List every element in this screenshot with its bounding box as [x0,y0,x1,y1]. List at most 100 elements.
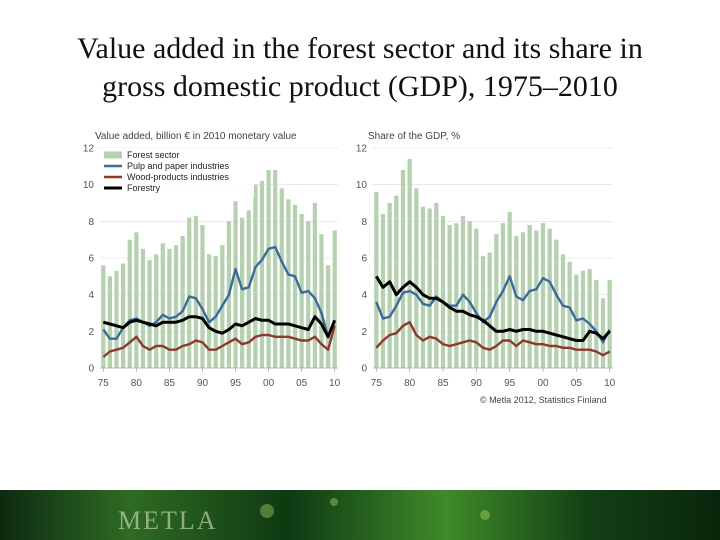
gdp-x-tick-label: 80 [404,378,416,389]
legend-label: Forestry [127,183,161,193]
value-added-chart: Value added, billion € in 2010 monetary … [83,131,341,389]
gdp-y-tick-label: 4 [361,290,367,301]
va-bar [167,248,172,368]
gdp-bar [540,223,546,368]
title-line-2: gross domestic product (GDP), 1975–2010 [102,70,618,103]
gdp-bar [554,239,559,368]
legend-label: Forest sector [127,150,180,160]
va-bar [292,204,298,368]
va-bar [154,254,159,368]
gdp-bar [374,192,379,368]
gdp-y-tick-label: 8 [361,217,367,228]
gdp-bar [514,236,519,368]
va-bar [114,270,119,368]
va-bar [127,239,132,368]
gdp-bar [427,208,432,368]
footer-banner: METLA [0,490,720,540]
gdp-bar [447,225,452,368]
gdp-y-axis-title: Share of the GDP, % [368,131,460,142]
va-y-tick-label: 2 [88,327,94,338]
va-bar [240,217,245,368]
gdp-bar [454,223,459,368]
gdp-x-tick-label: 10 [604,378,616,389]
gdp-bar [487,252,492,368]
gdp-share-chart: Share of the GDP, % 0 2 4 6 8 10 12 75 80 85 90 95 00… [356,131,616,389]
va-bar [101,265,106,368]
legend-swatch-forest-sector [104,151,122,159]
va-bar [312,203,317,368]
va-x-tick-label: 10 [329,378,341,389]
gdp-y-tick-label: 2 [361,327,367,338]
va-bar [200,225,205,368]
va-legend-bg [102,148,254,198]
va-x-tick-label: 80 [131,378,143,389]
gdp-bar [380,214,386,368]
gdp-line-pulp-paper [375,275,611,344]
legend-label: Wood-products industries [127,172,229,182]
va-bar [246,210,251,368]
gdp-x-tick-label: 95 [504,378,516,389]
title-line-1: Value added in the forest sector and its… [77,32,643,65]
gdp-bar [460,215,466,368]
gdp-bar [607,280,612,368]
gdp-x-tick-label: 90 [471,378,483,389]
gdp-bar [440,215,446,368]
gdp-line-wood-products [375,320,611,357]
va-bar [325,265,331,368]
va-y-tick-label: 0 [88,364,94,375]
gdp-bar [500,223,506,368]
va-bar [306,221,311,368]
va-y-axis-title: Value added, billion € in 2010 monetary … [95,131,297,142]
va-x-tick-label: 85 [164,378,176,389]
va-y-tick-label: 12 [83,144,95,155]
va-bar [206,254,212,368]
va-bar [140,248,146,368]
gdp-bar [434,203,439,368]
gdp-bar [560,254,566,368]
va-bar [319,234,324,368]
va-bar [160,243,165,368]
footer-glow [480,510,490,520]
footer-glow [330,498,338,506]
gdp-y-tick-label: 12 [356,144,368,155]
va-x-tick-label: 05 [296,378,308,389]
gdp-bar [474,228,479,368]
gdp-bar [587,269,592,368]
gdp-x-tick-label: 05 [571,378,583,389]
footer-glow [260,504,274,518]
va-bar [286,199,291,368]
gdp-bar [480,256,486,368]
gdp-bar [567,261,572,368]
va-y-tick-label: 10 [83,180,95,191]
gdp-x-tick-label: 00 [537,378,549,389]
va-bar [233,201,238,368]
va-x-tick-label: 00 [263,378,275,389]
gdp-bar [594,280,599,368]
legend-label: Pulp and paper industries [127,161,230,171]
va-bar [273,170,278,368]
gdp-bar [407,159,412,368]
va-bar [180,236,185,368]
va-bar [107,276,113,368]
va-x-tick-label: 90 [197,378,209,389]
va-bar [193,215,198,368]
gdp-bar [420,206,426,368]
va-y-tick-label: 4 [88,290,94,301]
gdp-bar [467,221,472,368]
va-bar [279,188,284,368]
va-bar [253,184,258,368]
va-line-forestry [102,315,337,339]
va-bar [266,170,271,368]
va-bar [259,181,265,368]
va-bar [121,263,126,368]
gdp-y-tick-label: 0 [361,364,367,375]
gdp-line-forestry [375,275,611,342]
va-bar [213,256,218,368]
va-bar [187,217,192,368]
gdp-bar [600,298,606,368]
slide-title: Value added in the forest sector and its… [0,30,720,106]
gdp-y-tick-label: 10 [356,180,368,191]
gdp-x-tick-label: 75 [371,378,383,389]
va-bar [173,245,179,368]
va-bar [147,259,152,368]
